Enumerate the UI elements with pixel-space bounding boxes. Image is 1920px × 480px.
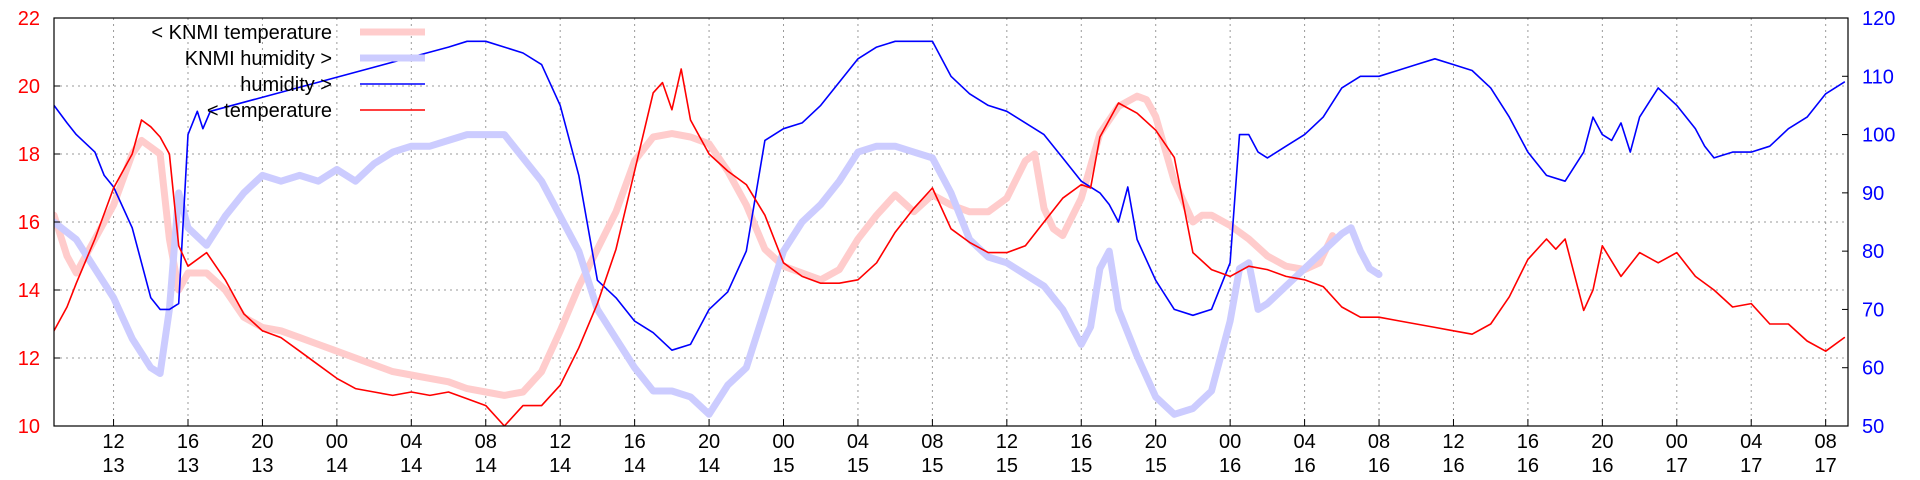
- x-tick-label-day: 14: [549, 455, 571, 477]
- y-left-tick-label: 10: [18, 416, 40, 438]
- y-right-tick-label: 70: [1862, 299, 1884, 321]
- x-axis-ticks: 1213161320130014041408141214161420140015…: [102, 419, 1837, 477]
- legend: < KNMI temperature KNMI humidity > humidit…: [151, 22, 425, 122]
- legend-label: KNMI humidity >: [185, 48, 332, 70]
- x-tick-label-day: 16: [1517, 455, 1539, 477]
- x-tick-label-day: 14: [326, 455, 348, 477]
- x-tick-label-day: 16: [1442, 455, 1464, 477]
- y-left-tick-label: 20: [18, 76, 40, 98]
- series-line-3: [54, 68, 1846, 426]
- legend-label: humidity >: [240, 74, 332, 96]
- series-line-1: [54, 131, 1383, 418]
- x-tick-label-hour: 16: [1070, 431, 1092, 453]
- x-tick-label-hour: 12: [1442, 431, 1464, 453]
- legend-label: < KNMI temperature: [151, 22, 332, 44]
- y-right-tick-label: 50: [1862, 416, 1884, 438]
- x-tick-label-hour: 20: [251, 431, 273, 453]
- y-right-tick-label: 120: [1862, 8, 1895, 30]
- x-tick-label-hour: 04: [1740, 431, 1762, 453]
- grid: [54, 18, 1848, 426]
- x-tick-label-day: 14: [698, 455, 720, 477]
- x-tick-label-hour: 04: [400, 431, 422, 453]
- x-tick-label-hour: 08: [475, 431, 497, 453]
- x-tick-label-hour: 08: [921, 431, 943, 453]
- x-tick-label-day: 17: [1815, 455, 1837, 477]
- right-axis-ticks: 50 60 70 80 90 100 110 120: [1842, 8, 1895, 438]
- x-tick-label-hour: 20: [1145, 431, 1167, 453]
- y-right-tick-label: 110: [1862, 66, 1894, 88]
- y-right-tick-label: 90: [1862, 183, 1884, 205]
- x-tick-label-hour: 12: [102, 431, 124, 453]
- y-left-tick-label: 22: [18, 8, 40, 30]
- x-tick-label-day: 14: [400, 455, 422, 477]
- x-tick-label-day: 15: [921, 455, 943, 477]
- x-tick-label-day: 17: [1666, 455, 1688, 477]
- x-tick-label-day: 15: [996, 455, 1018, 477]
- y-left-tick-label: 16: [18, 212, 40, 234]
- x-tick-label-hour: 12: [996, 431, 1018, 453]
- x-tick-label-hour: 16: [177, 431, 199, 453]
- x-tick-label-day: 14: [475, 455, 497, 477]
- legend-label: < temperature: [207, 100, 332, 122]
- x-tick-label-hour: 04: [847, 431, 869, 453]
- x-tick-label-hour: 16: [624, 431, 646, 453]
- x-tick-label-day: 16: [1368, 455, 1390, 477]
- y-left-tick-label: 14: [18, 280, 40, 302]
- x-tick-label-day: 15: [847, 455, 869, 477]
- x-tick-label-hour: 20: [698, 431, 720, 453]
- series-line-2: [54, 40, 1846, 351]
- x-tick-label-hour: 04: [1293, 431, 1315, 453]
- x-tick-label-day: 13: [102, 455, 124, 477]
- y-right-tick-label: 100: [1862, 125, 1895, 147]
- x-tick-label-day: 13: [251, 455, 273, 477]
- x-tick-label-hour: 08: [1368, 431, 1390, 453]
- y-right-tick-label: 80: [1862, 241, 1884, 263]
- x-tick-label-day: 16: [1591, 455, 1613, 477]
- series-layer: [54, 40, 1846, 426]
- x-tick-label-hour: 12: [549, 431, 571, 453]
- x-tick-label-day: 15: [1070, 455, 1092, 477]
- series-line-0: [54, 92, 1336, 399]
- x-tick-label-hour: 08: [1815, 431, 1837, 453]
- y-left-tick-label: 18: [18, 144, 40, 166]
- x-tick-label-day: 13: [177, 455, 199, 477]
- x-tick-label-day: 15: [1145, 455, 1167, 477]
- x-tick-label-hour: 00: [1219, 431, 1241, 453]
- left-axis-ticks: 10 12 14 16 18 20 22: [18, 8, 60, 438]
- y-right-tick-label: 60: [1862, 358, 1884, 380]
- x-tick-label-day: 15: [772, 455, 794, 477]
- y-left-tick-label: 12: [18, 348, 40, 370]
- x-tick-label-day: 14: [624, 455, 646, 477]
- x-tick-label-hour: 16: [1517, 431, 1539, 453]
- x-tick-label-hour: 00: [1666, 431, 1688, 453]
- x-tick-label-day: 16: [1219, 455, 1241, 477]
- x-tick-label-hour: 00: [772, 431, 794, 453]
- x-tick-label-hour: 00: [326, 431, 348, 453]
- x-tick-label-day: 17: [1740, 455, 1762, 477]
- x-tick-label-hour: 20: [1591, 431, 1613, 453]
- x-tick-label-day: 16: [1293, 455, 1315, 477]
